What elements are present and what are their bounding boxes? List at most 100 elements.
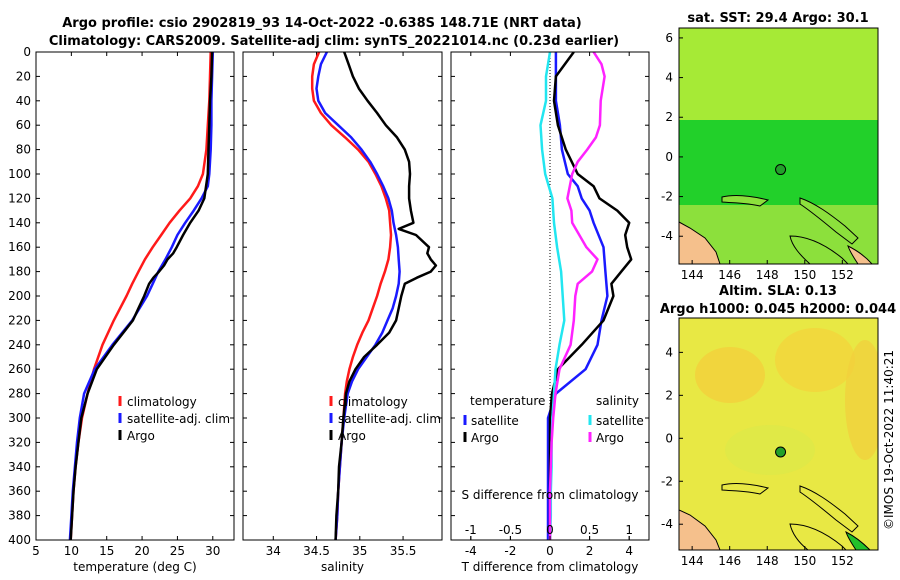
sla-map-high-anomaly-e	[845, 340, 878, 460]
sst-map-ytick-label: 0	[665, 150, 673, 164]
sst-map-frame	[678, 27, 879, 265]
temperature-panel: 0 20 40 60 80 100 120 140 160 180 200 220 240 260 280 3…	[8, 45, 235, 574]
temperature-ytick-label: 60	[16, 118, 31, 132]
sla-map-island-newbritain	[789, 523, 847, 550]
temperature-ytick-label: 160	[8, 240, 31, 254]
temperature-ytick-label: 100	[8, 167, 31, 181]
temperature-ytick-label: 340	[8, 460, 31, 474]
difference-legend-title-temperature: temperature	[470, 394, 545, 408]
credit-text: ©IMOS 19-Oct-2022 11:40:21	[882, 350, 896, 530]
sst-map-xtick-label: 144	[681, 268, 704, 282]
salinity-plot-area	[243, 52, 442, 540]
sla-map-xtick-label: 150	[793, 554, 816, 568]
figure-title-line2: Climatology: CARS2009. Satellite-adj cli…	[49, 34, 619, 49]
temperature-ytick-label: 400	[8, 533, 31, 547]
sst-map-xtick-label: 152	[831, 268, 854, 282]
salinity-legend-label: climatology	[338, 395, 408, 409]
sst-map-island-newireland	[799, 197, 859, 245]
difference-panel: -4 -2 0 2 4 T difference from climatology S di…	[450, 51, 650, 574]
difference-legend-title-salinity: salinity	[596, 394, 639, 408]
salinity-xlabel: salinity	[321, 560, 364, 574]
sla-map-high-anomaly-nw	[695, 347, 765, 403]
sst-map-ytick-label: 4	[665, 71, 673, 85]
difference-legend-label-salinity: Argo	[596, 431, 624, 445]
temperature-ytick-label: 260	[8, 362, 31, 376]
sla-map-xtick-label: 146	[718, 554, 741, 568]
sla-map-ytick-label: 2	[665, 388, 673, 402]
sla-map-island-bougainville	[845, 531, 871, 550]
temperature-ytick-label: 200	[8, 289, 31, 303]
temperature-ytick-label: 380	[8, 509, 31, 523]
temperature-frame	[35, 51, 235, 541]
temperature-xtick-label: 20	[134, 544, 149, 558]
temperature-ytick-label: 40	[16, 94, 31, 108]
temperature-ytick-label: 320	[8, 435, 31, 449]
temperature-ytick-label: 80	[16, 143, 31, 157]
salinity-legend-label: Argo	[338, 429, 366, 443]
temperature-xtick-label: 25	[170, 544, 185, 558]
sla-map-xtick-label: 152	[831, 554, 854, 568]
temperature-ytick-label: 280	[8, 387, 31, 401]
sla-map-ytick-label: 4	[665, 345, 673, 359]
sst-map-north-band	[679, 28, 878, 120]
difference-series-s-argo	[548, 52, 606, 540]
difference-series-t-argo	[548, 52, 633, 540]
temperature-xtick-label: 10	[64, 544, 79, 558]
sla-map-island-newhanover	[721, 483, 770, 495]
sst-map-xtick-label: 146	[718, 268, 741, 282]
sst-map-island-newbritain	[789, 235, 849, 264]
temperature-ytick-label: 360	[8, 484, 31, 498]
difference-xtick-label: -4	[465, 544, 477, 558]
sla-map-title-line1: Altim. SLA: 0.13	[719, 284, 837, 299]
difference-xlabel: T difference from climatology	[461, 560, 639, 574]
salinity-xtick-label: 35.5	[390, 544, 417, 558]
difference-top-xtick-label: -1	[465, 523, 477, 537]
salinity-panel: 34 34.5 35 35.5 salinity climatology satellite…	[242, 51, 443, 574]
sst-map-warm-band	[679, 120, 878, 205]
salinity-frame	[242, 51, 443, 541]
temperature-xtick-label: 5	[32, 544, 40, 558]
difference-top-xtick-label: 0	[546, 523, 554, 537]
difference-xtick-label: 2	[586, 544, 594, 558]
difference-series-group	[539, 52, 633, 540]
salinity-legend-label: satellite-adj. clim	[338, 412, 441, 426]
difference-legend-label-temperature: satellite	[471, 414, 519, 428]
sla-map-land-newguinea	[679, 509, 721, 550]
salinity-xtick-label: 35	[352, 544, 367, 558]
salinity-series-argo	[334, 52, 438, 540]
sla-map-ytick-label: -2	[661, 474, 673, 488]
sst-map-title: sat. SST: 29.4 Argo: 30.1	[687, 11, 868, 26]
temperature-series-satellite-adj-clim	[68, 52, 215, 540]
difference-xtick-label: 0	[546, 544, 554, 558]
difference-legend-label-temperature: Argo	[471, 431, 499, 445]
temperature-ytick-label: 120	[8, 191, 31, 205]
difference-top-xlabel: S difference from climatology	[462, 488, 639, 502]
temperature-ytick-label: 300	[8, 411, 31, 425]
sst-map-panel: sat. SST: 29.4 Argo: 30.1 144 146 148 150 15…	[661, 11, 879, 282]
temperature-xlabel: temperature (deg C)	[73, 560, 196, 574]
sla-map-argo-marker	[775, 446, 787, 458]
sla-map-ytick-label: -4	[661, 517, 673, 531]
temperature-ytick-label: 140	[8, 216, 31, 230]
sst-map-xtick-label: 148	[756, 268, 779, 282]
sst-map-island-newhanover	[721, 195, 770, 207]
temperature-ytick-label: 240	[8, 338, 31, 352]
sst-map-ytick-label: -4	[661, 229, 673, 243]
sst-map-island-bougainville	[847, 245, 873, 264]
difference-top-xtick-label: 1	[625, 523, 633, 537]
temperature-ytick-label: 0	[23, 45, 31, 59]
sla-map-frame	[678, 317, 879, 551]
difference-xtick-label: 4	[625, 544, 633, 558]
sst-map-ytick-label: -2	[661, 190, 673, 204]
difference-top-xtick-label: -0.5	[499, 523, 522, 537]
temperature-legend-label: satellite-adj. clim	[127, 412, 230, 426]
temperature-series-argo	[69, 52, 214, 540]
temperature-ytick-label: 180	[8, 265, 31, 279]
temperature-ytick-label: 220	[8, 313, 31, 327]
temperature-series-group	[68, 52, 215, 540]
difference-legend-label-salinity: satellite	[596, 414, 644, 428]
sla-map-island-newireland	[799, 485, 859, 533]
figure-title-line1: Argo profile: csio 2902819_93 14-Oct-202…	[62, 16, 582, 31]
sst-map-ytick-label: 2	[665, 110, 673, 124]
temperature-legend-label: Argo	[127, 429, 155, 443]
